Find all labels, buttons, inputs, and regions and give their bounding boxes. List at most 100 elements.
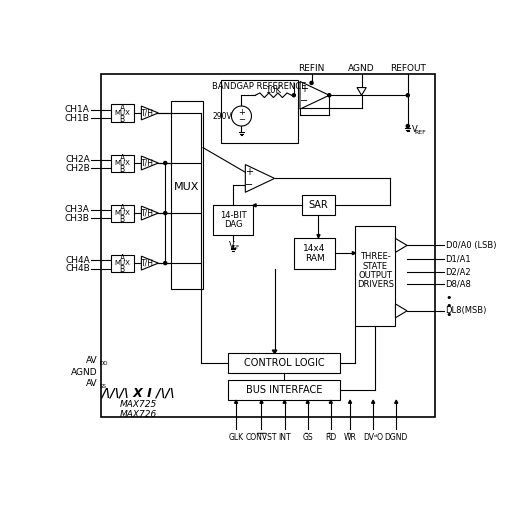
Bar [170, 100, 203, 289]
Text: D1/A1: D1/A1 [446, 255, 471, 264]
Polygon shape [348, 400, 351, 403]
Text: MAX726: MAX726 [120, 410, 157, 419]
Bar [110, 205, 134, 222]
Polygon shape [141, 106, 158, 120]
Text: AV: AV [86, 357, 97, 366]
Text: DGND: DGND [384, 433, 408, 442]
Bar [229, 380, 340, 400]
Text: GS: GS [302, 433, 313, 442]
Text: CONTROL LOGIC: CONTROL LOGIC [244, 358, 324, 368]
Bar [302, 195, 335, 215]
Text: •: • [446, 301, 452, 311]
Text: SS: SS [100, 384, 107, 389]
Text: V: V [229, 241, 234, 250]
Polygon shape [300, 81, 329, 109]
Polygon shape [234, 400, 237, 403]
Text: RD: RD [325, 433, 336, 442]
Text: MAX725: MAX725 [120, 400, 157, 409]
Text: T/H: T/H [141, 159, 154, 168]
Polygon shape [395, 304, 407, 318]
Text: MUX: MUX [114, 260, 130, 266]
Text: T/H: T/H [141, 109, 154, 118]
Circle shape [164, 162, 167, 165]
Text: +: + [300, 84, 308, 94]
Text: A: A [119, 154, 125, 163]
Text: B: B [120, 215, 124, 224]
Text: BUS INTERFACE: BUS INTERFACE [246, 385, 322, 395]
Text: V: V [412, 125, 417, 134]
Polygon shape [317, 235, 320, 238]
Polygon shape [141, 156, 158, 170]
Text: CH2A: CH2A [65, 156, 90, 165]
Circle shape [164, 262, 167, 265]
Text: CH1B: CH1B [65, 114, 90, 123]
Bar [110, 255, 134, 272]
Text: /\/\/\ X I /\/\: /\/\/\ X I /\/\ [101, 387, 175, 400]
Text: DL8(MSB): DL8(MSB) [446, 307, 487, 315]
Text: SAR: SAR [309, 200, 328, 211]
Text: CH3A: CH3A [65, 206, 90, 215]
Text: •: • [446, 310, 452, 320]
Text: INT: INT [278, 433, 291, 442]
Polygon shape [245, 165, 275, 192]
Text: THREE-: THREE- [360, 252, 391, 262]
Text: MUX: MUX [174, 182, 199, 192]
Polygon shape [141, 256, 158, 270]
Bar [356, 226, 395, 326]
Text: D2/A2: D2/A2 [446, 267, 471, 276]
Text: 10K: 10K [266, 86, 281, 95]
Text: DAG: DAG [224, 220, 242, 229]
Text: D0/A0 (LSB): D0/A0 (LSB) [446, 241, 496, 250]
Circle shape [292, 94, 295, 97]
Text: CONVST: CONVST [246, 433, 277, 442]
Text: REF: REF [415, 130, 426, 135]
Polygon shape [306, 400, 309, 403]
Circle shape [164, 212, 167, 215]
Text: BANDGAP REFERENCE: BANDGAP REFERENCE [212, 81, 306, 90]
Text: CH4A: CH4A [65, 256, 90, 265]
Text: MUX: MUX [114, 160, 130, 166]
Bar [110, 105, 134, 122]
Text: T/H: T/H [141, 259, 154, 268]
Text: WR: WR [344, 433, 357, 442]
Text: DD: DD [100, 361, 108, 366]
Polygon shape [283, 400, 286, 403]
Circle shape [232, 106, 252, 126]
Text: −: − [245, 180, 253, 189]
Text: REFOUT: REFOUT [390, 64, 426, 73]
Text: •: • [446, 293, 452, 303]
Bar [294, 238, 335, 269]
Text: RAM: RAM [305, 254, 324, 263]
Text: MUX: MUX [114, 210, 130, 216]
Polygon shape [253, 204, 256, 207]
Text: A: A [119, 104, 125, 113]
Polygon shape [372, 400, 374, 403]
Bar [100, 74, 435, 417]
Polygon shape [357, 87, 366, 95]
Circle shape [406, 94, 410, 97]
Text: −: − [300, 96, 308, 107]
Circle shape [328, 94, 331, 97]
Text: B: B [120, 165, 124, 174]
Text: +: + [238, 108, 245, 117]
Text: CH2B: CH2B [65, 164, 90, 173]
Text: 14x4: 14x4 [303, 244, 326, 253]
Bar [110, 155, 134, 172]
Bar [213, 206, 253, 235]
Bar [229, 353, 340, 373]
Circle shape [406, 125, 410, 128]
Text: ISF: ISF [232, 245, 240, 250]
Text: D8/A8: D8/A8 [446, 279, 471, 288]
Polygon shape [272, 350, 277, 353]
Text: CH3B: CH3B [65, 214, 90, 223]
Text: REFIN: REFIN [298, 64, 325, 73]
Text: +: + [245, 167, 253, 177]
Text: OUTPUT: OUTPUT [358, 271, 392, 280]
Text: DVᵈO: DVᵈO [363, 433, 383, 442]
Polygon shape [395, 400, 398, 403]
Text: 14-BIT: 14-BIT [220, 211, 246, 220]
Polygon shape [329, 400, 332, 403]
Circle shape [310, 81, 313, 84]
Text: A: A [119, 254, 125, 263]
Text: STATE: STATE [363, 262, 388, 271]
